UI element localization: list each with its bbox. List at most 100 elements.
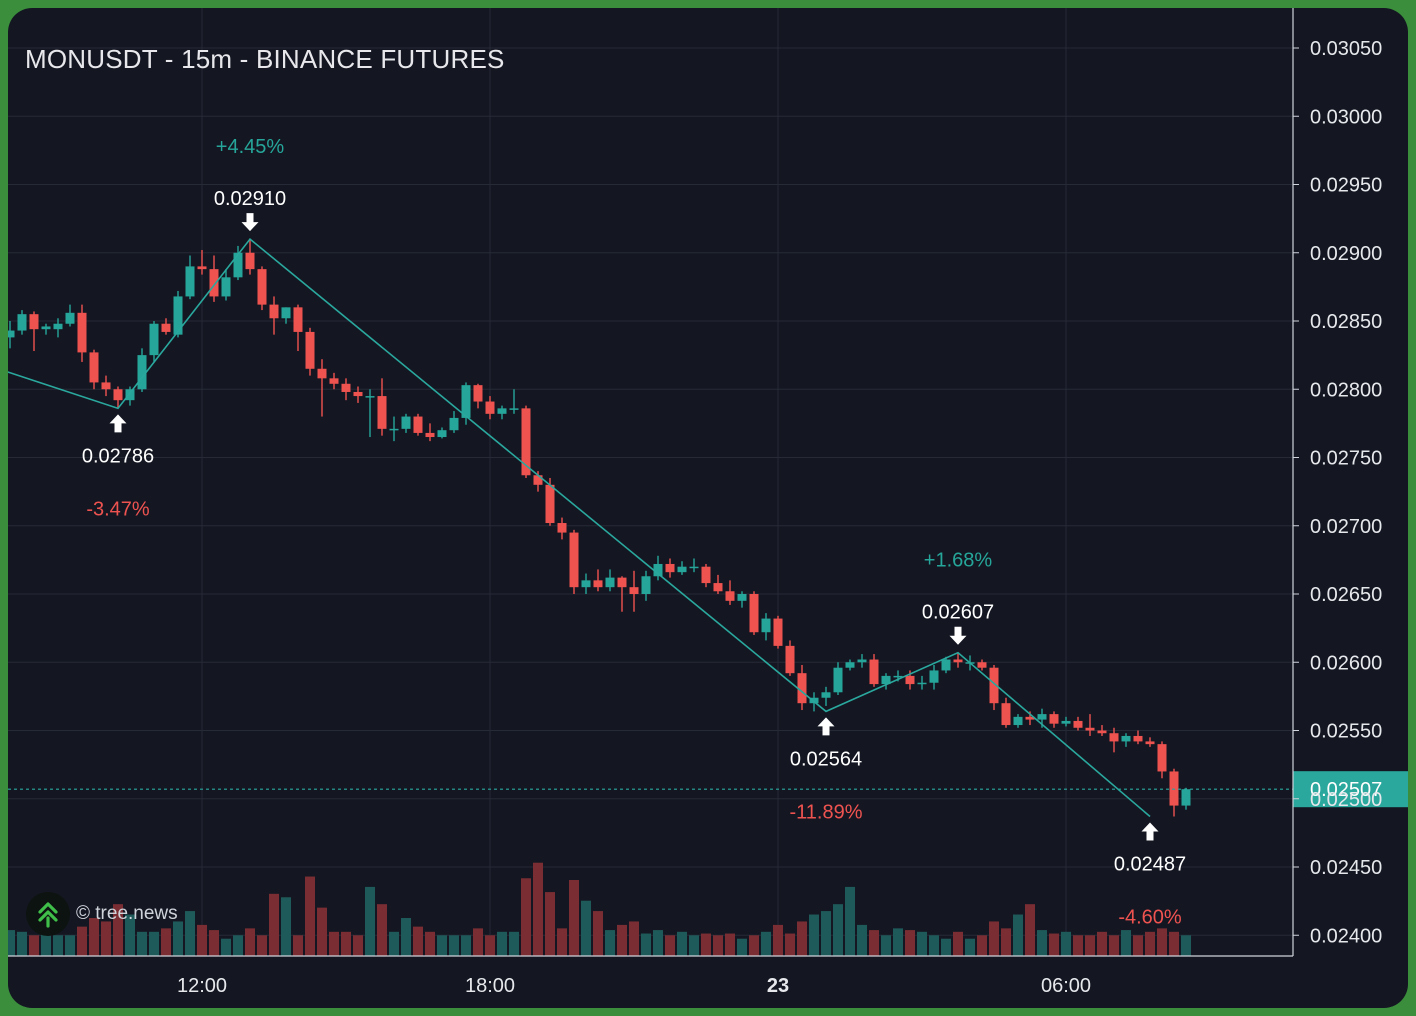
volume-bar bbox=[989, 921, 999, 956]
candle bbox=[1013, 714, 1023, 728]
candle-body bbox=[929, 670, 939, 683]
volume-bar bbox=[569, 880, 579, 956]
candle bbox=[401, 413, 411, 433]
candle bbox=[437, 427, 447, 439]
candle-body bbox=[1013, 716, 1023, 726]
volume-bar bbox=[1073, 935, 1083, 956]
volume-bar bbox=[221, 938, 231, 956]
volume-bar bbox=[677, 931, 687, 956]
candle-body bbox=[377, 396, 387, 429]
candle-body bbox=[485, 401, 495, 414]
candle-body bbox=[641, 576, 651, 594]
volume-bar bbox=[809, 914, 819, 956]
volume-bar bbox=[293, 935, 303, 956]
candle bbox=[65, 304, 75, 327]
volume-bar bbox=[1097, 931, 1107, 956]
volume-bar bbox=[233, 935, 243, 956]
candle-body bbox=[953, 659, 963, 663]
volume-bar bbox=[149, 931, 159, 956]
x-tick-label: 18:00 bbox=[465, 975, 515, 997]
candle-body bbox=[29, 314, 39, 330]
candle-body bbox=[473, 385, 483, 402]
volume-bar bbox=[713, 935, 723, 956]
candle bbox=[833, 662, 843, 696]
volume-bar bbox=[65, 935, 75, 956]
arrow-up-icon bbox=[1141, 822, 1159, 841]
candle bbox=[1001, 697, 1011, 728]
candle bbox=[341, 378, 351, 401]
volume-bar bbox=[317, 907, 327, 956]
candle bbox=[281, 307, 291, 324]
candle bbox=[185, 255, 195, 300]
volume-bar bbox=[965, 938, 975, 956]
volume-bar bbox=[557, 928, 567, 956]
volume-bar bbox=[425, 931, 435, 956]
candle-body bbox=[1085, 727, 1095, 731]
candle-body bbox=[1037, 714, 1047, 720]
swing-price-label: 0.02487 bbox=[1114, 853, 1186, 875]
candle bbox=[209, 255, 219, 302]
volume-bar bbox=[869, 930, 879, 956]
candle-body bbox=[1109, 733, 1119, 742]
volume-bar bbox=[353, 935, 363, 956]
candle bbox=[1073, 716, 1083, 731]
candle bbox=[1061, 716, 1071, 727]
swing-price-label: 0.02607 bbox=[922, 602, 994, 624]
candle bbox=[677, 561, 687, 575]
volume-bar bbox=[1085, 935, 1095, 956]
candle bbox=[1169, 768, 1179, 817]
candle-body bbox=[245, 252, 255, 270]
y-tick-label: 0.02500 bbox=[1310, 789, 1382, 811]
current-price-line: 0.02507 bbox=[8, 771, 1408, 808]
candle-body bbox=[293, 307, 303, 332]
watermark: © tree.news bbox=[26, 892, 178, 936]
candle bbox=[161, 318, 171, 335]
candle-body bbox=[449, 417, 459, 431]
candlestick-chart[interactable]: 0.02507 0.02786 -3.47% 0.02910 +4.45% 0.0256… bbox=[8, 8, 1408, 1008]
candle bbox=[917, 675, 927, 690]
candle-body bbox=[125, 389, 135, 401]
volume-bar bbox=[113, 904, 123, 956]
volume-bar bbox=[893, 928, 903, 956]
candle-body bbox=[521, 408, 531, 476]
candle bbox=[953, 652, 963, 668]
swing-change-label: +1.68% bbox=[924, 550, 993, 572]
swing-annotation: 0.02487 -4.60% bbox=[1114, 822, 1186, 928]
candle-body bbox=[161, 323, 171, 332]
candle bbox=[557, 517, 567, 540]
candle-body bbox=[329, 378, 339, 384]
volume-bar bbox=[209, 930, 219, 956]
candle-body bbox=[209, 269, 219, 297]
candle-body bbox=[701, 566, 711, 584]
volume-bar bbox=[533, 862, 543, 956]
volume-bar bbox=[449, 935, 459, 956]
candle bbox=[605, 569, 615, 592]
candle bbox=[653, 555, 663, 581]
volume-bar bbox=[545, 892, 555, 956]
candle bbox=[269, 296, 279, 335]
candle-body bbox=[1157, 744, 1167, 772]
swing-price-label: 0.02786 bbox=[82, 445, 154, 467]
candle bbox=[1097, 725, 1107, 736]
candle bbox=[137, 348, 147, 392]
volume-bar bbox=[125, 914, 135, 956]
swing-annotations: 0.02786 -3.47% 0.02910 +4.45% 0.02564 -11.89%… bbox=[82, 136, 1186, 928]
candle bbox=[881, 673, 891, 690]
volume-bar bbox=[1181, 935, 1191, 956]
volume-bar bbox=[377, 904, 387, 956]
candle bbox=[305, 327, 315, 376]
candle-body bbox=[137, 355, 147, 390]
candle-body bbox=[233, 252, 243, 278]
candle bbox=[257, 266, 267, 311]
candle bbox=[689, 558, 699, 573]
candle-body bbox=[893, 675, 903, 678]
swing-price-label: 0.02564 bbox=[790, 748, 862, 770]
volume-bar bbox=[245, 928, 255, 956]
candle-body bbox=[341, 383, 351, 392]
candle-body bbox=[101, 382, 111, 390]
volume-bar bbox=[953, 931, 963, 956]
candle bbox=[1133, 730, 1143, 745]
volume-bar bbox=[833, 904, 843, 956]
volume-bar bbox=[1025, 904, 1035, 956]
candle-body bbox=[809, 697, 819, 704]
